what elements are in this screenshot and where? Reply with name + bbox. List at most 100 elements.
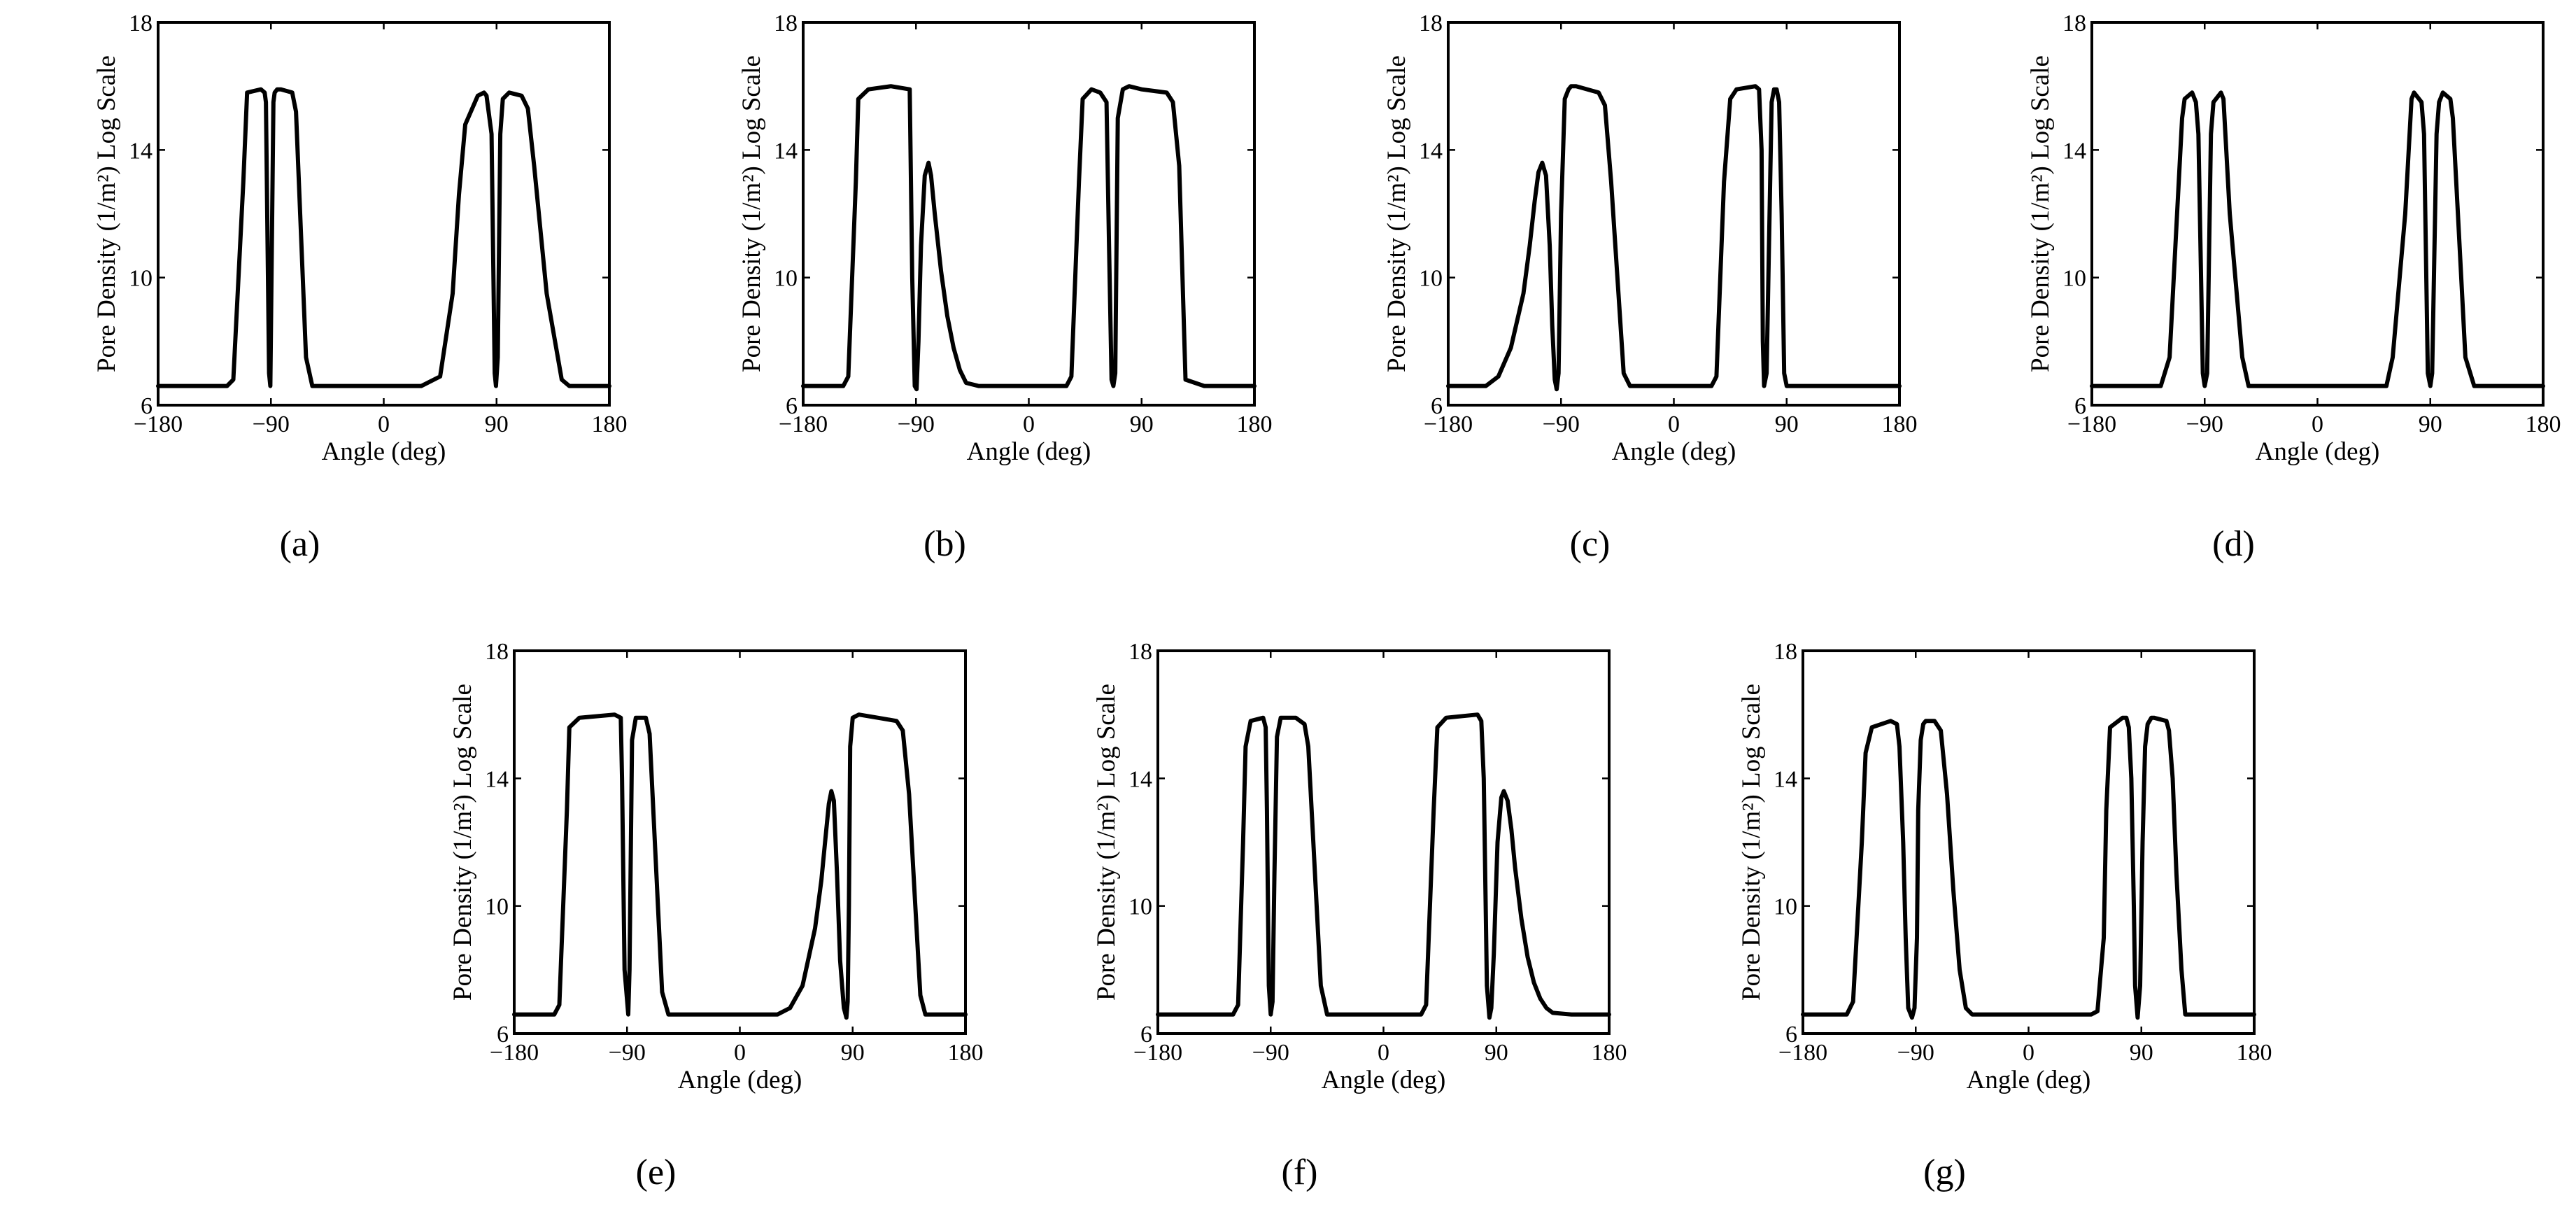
x-tick-label: −180	[134, 411, 183, 437]
panel-caption: (a)	[280, 524, 320, 564]
x-axis-label: Angle (deg)	[1322, 1066, 1446, 1094]
x-tick-label: −180	[1424, 411, 1473, 437]
y-tick-label: 10	[2062, 266, 2086, 292]
y-tick-label: 14	[485, 766, 509, 792]
x-tick-label: 0	[734, 1040, 746, 1066]
y-tick-label: 6	[1431, 393, 1443, 419]
axes-frame	[513, 649, 967, 1035]
panel-caption: (g)	[1923, 1153, 1966, 1192]
y-tick-label: 18	[129, 10, 153, 36]
y-tick-label: 14	[129, 138, 153, 164]
density-curve	[1801, 715, 2256, 1020]
y-tick-label: 6	[2074, 393, 2086, 419]
density-curve	[156, 87, 611, 388]
panel-d: −180 −90 0 90 180 6 10 14 18 Angle (deg) Pore Dens…	[2026, 10, 2561, 564]
axes-frame	[1802, 649, 2256, 1035]
y-axis-label: Pore Density (1/m²) Log Scale	[448, 684, 477, 1001]
x-tick-label: 90	[1775, 411, 1799, 437]
y-tick-label: 18	[485, 639, 509, 665]
x-tick-label: 90	[1485, 1040, 1508, 1066]
density-curve	[1156, 712, 1611, 1020]
panel-caption: (e)	[636, 1153, 677, 1192]
x-axis-label: Angle (deg)	[967, 437, 1091, 466]
y-tick-label: 6	[497, 1022, 509, 1048]
x-tick-label: 90	[841, 1040, 865, 1066]
x-tick-label: −90	[253, 411, 290, 437]
x-tick-label: 0	[2023, 1040, 2034, 1066]
y-tick-label: 18	[774, 10, 798, 36]
panel-b: −180 −90 0 90 180 6 10 14 18 Angle (deg) Pore Dens…	[737, 10, 1273, 564]
x-axis-label: Angle (deg)	[678, 1066, 802, 1094]
axes-frame	[802, 21, 1256, 407]
x-tick-label: 180	[1237, 411, 1273, 437]
y-axis-label: Pore Density (1/m²) Log Scale	[1737, 684, 1766, 1001]
x-tick-label: 180	[948, 1040, 984, 1066]
axes-frame	[1447, 21, 1901, 407]
y-tick-label: 18	[1419, 10, 1443, 36]
axes-frame	[157, 21, 611, 407]
x-tick-label: −90	[1543, 411, 1580, 437]
y-tick-label: 6	[1140, 1022, 1152, 1048]
density-curve	[512, 712, 968, 1020]
panel-a: −180 −90 0 90 180 6 10 14 18 Angle (deg) Pore Dens…	[92, 10, 628, 564]
y-tick-label: 18	[1128, 639, 1152, 665]
y-tick-label: 14	[1128, 766, 1152, 792]
panel-f: −180 −90 0 90 180 6 10 14 18 Angle (deg) Pore Dens…	[1092, 639, 1627, 1192]
panel-caption: (b)	[923, 524, 966, 564]
x-tick-label: 180	[2526, 411, 2561, 437]
panel-c: −180 −90 0 90 180 6 10 14 18 Angle (deg) Pore Dens…	[1382, 10, 1918, 564]
y-axis-label: Pore Density (1/m²) Log Scale	[737, 55, 766, 372]
panel-caption: (c)	[1570, 524, 1611, 564]
x-tick-label: 90	[1130, 411, 1154, 437]
axes-frame	[2090, 21, 2545, 407]
panel-caption: (d)	[2212, 524, 2255, 564]
y-tick-label: 18	[1774, 639, 1797, 665]
y-tick-label: 6	[141, 393, 153, 419]
y-tick-label: 14	[774, 138, 798, 164]
x-tick-label: −180	[779, 411, 828, 437]
x-tick-label: −180	[1778, 1040, 1827, 1066]
y-tick-label: 10	[1128, 894, 1152, 920]
x-axis-label: Angle (deg)	[1967, 1066, 2091, 1094]
x-axis-label: Angle (deg)	[1612, 437, 1736, 466]
x-tick-label: 0	[1023, 411, 1035, 437]
x-tick-label: 90	[2419, 411, 2442, 437]
x-tick-label: −180	[1133, 1040, 1182, 1066]
x-axis-label: Angle (deg)	[2256, 437, 2380, 466]
x-tick-label: 0	[1668, 411, 1680, 437]
y-tick-label: 10	[774, 266, 798, 292]
y-axis-label: Pore Density (1/m²) Log Scale	[1382, 55, 1411, 372]
x-tick-label: −90	[2186, 411, 2223, 437]
x-tick-label: −90	[1252, 1040, 1289, 1066]
panel-caption: (f)	[1282, 1153, 1318, 1192]
x-tick-label: 90	[2130, 1040, 2153, 1066]
y-tick-label: 18	[2062, 10, 2086, 36]
x-tick-label: 0	[1378, 1040, 1389, 1066]
y-tick-label: 14	[1419, 138, 1443, 164]
x-tick-label: −180	[2067, 411, 2116, 437]
y-axis-label: Pore Density (1/m²) Log Scale	[1092, 684, 1121, 1001]
y-tick-label: 14	[1774, 766, 1797, 792]
x-tick-label: −90	[898, 411, 935, 437]
x-tick-label: 180	[2237, 1040, 2272, 1066]
x-axis-label: Angle (deg)	[322, 437, 446, 466]
density-curve	[2090, 90, 2545, 388]
x-tick-label: 180	[592, 411, 628, 437]
panel-g: −180 −90 0 90 180 6 10 14 18 Angle (deg) Pore Dens…	[1737, 639, 2272, 1192]
y-tick-label: 10	[1774, 894, 1797, 920]
axes-frame	[1156, 649, 1611, 1035]
x-tick-label: 0	[378, 411, 390, 437]
panel-e: −180 −90 0 90 180 6 10 14 18 Angle (deg) Pore Dens…	[448, 639, 984, 1192]
x-tick-label: 90	[485, 411, 509, 437]
density-curve	[801, 84, 1257, 392]
y-tick-label: 14	[2062, 138, 2086, 164]
y-tick-label: 10	[485, 894, 509, 920]
x-tick-label: 0	[2312, 411, 2323, 437]
y-tick-label: 10	[1419, 266, 1443, 292]
x-tick-label: −180	[490, 1040, 539, 1066]
density-curve	[1446, 84, 1902, 392]
x-tick-label: 180	[1592, 1040, 1627, 1066]
x-tick-label: −90	[1897, 1040, 1934, 1066]
y-tick-label: 6	[1785, 1022, 1797, 1048]
